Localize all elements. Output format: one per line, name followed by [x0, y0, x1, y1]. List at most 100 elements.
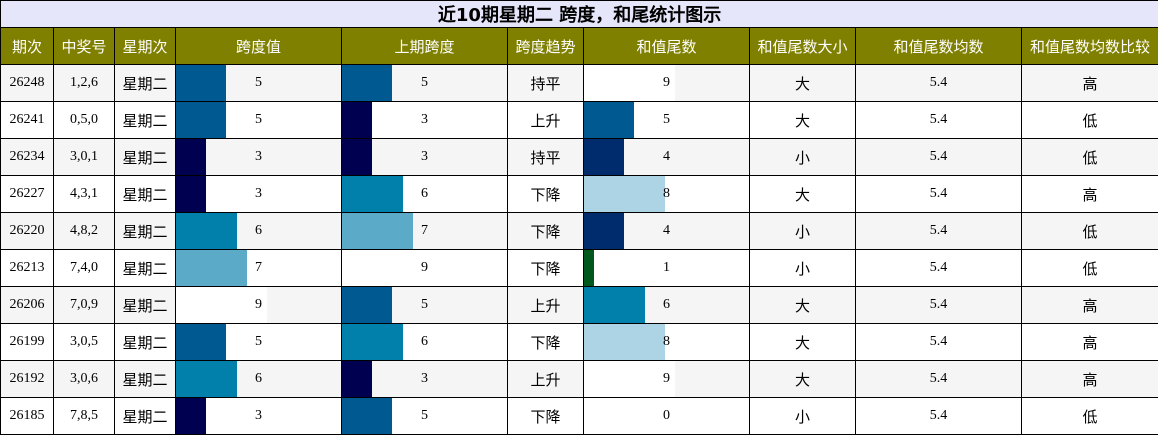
cell-period: 26248 — [0, 64, 54, 102]
tail-bar — [584, 176, 665, 212]
prev-span-bar — [342, 65, 393, 101]
span-bar — [176, 65, 227, 101]
header-tail-cmp: 和值尾数均数比较 — [1020, 27, 1158, 65]
cell-tail: 1 — [583, 249, 750, 287]
cell-tail-cmp: 高 — [1020, 360, 1158, 398]
cell-numbers: 1,2,6 — [53, 64, 115, 102]
cell-tail-size: 小 — [749, 397, 856, 435]
prev-span-bar — [342, 102, 373, 138]
cell-tail: 8 — [583, 323, 750, 361]
header-trend: 跨度趋势 — [507, 27, 584, 65]
span-value: 7 — [255, 260, 262, 275]
prev-span-value: 3 — [421, 112, 428, 127]
table-row: 26199 3,0,5 星期二 5 6 下降 8 大 5.4 高 — [0, 323, 1158, 361]
cell-weekday: 星期二 — [114, 175, 176, 213]
table-row: 26206 7,0,9 星期二 9 5 上升 6 大 5.4 高 — [0, 286, 1158, 324]
prev-span-value: 6 — [421, 334, 428, 349]
tail-value: 1 — [663, 260, 670, 275]
cell-trend: 下降 — [507, 397, 584, 435]
cell-prev-span: 3 — [341, 360, 508, 398]
cell-tail: 5 — [583, 101, 750, 139]
cell-trend: 上升 — [507, 286, 584, 324]
cell-tail-size: 大 — [749, 175, 856, 213]
table-row: 26248 1,2,6 星期二 5 5 持平 9 大 5.4 高 — [0, 64, 1158, 102]
cell-tail-avg: 5.4 — [855, 101, 1022, 139]
tail-bar — [584, 250, 595, 286]
prev-span-bar — [342, 324, 403, 360]
span-value: 5 — [255, 75, 262, 90]
cell-tail-size: 小 — [749, 138, 856, 176]
prev-span-bar — [342, 398, 393, 434]
cell-tail: 9 — [583, 360, 750, 398]
cell-tail-cmp: 高 — [1020, 323, 1158, 361]
header-tail-avg: 和值尾数均数 — [855, 27, 1022, 65]
span-bar — [176, 102, 227, 138]
cell-prev-span: 9 — [341, 249, 508, 287]
cell-trend: 下降 — [507, 323, 584, 361]
tail-value: 6 — [663, 297, 670, 312]
cell-trend: 持平 — [507, 138, 584, 176]
tail-bar — [584, 102, 635, 138]
cell-tail-size: 大 — [749, 323, 856, 361]
cell-span: 6 — [175, 360, 342, 398]
cell-numbers: 7,4,0 — [53, 249, 115, 287]
cell-span: 3 — [175, 138, 342, 176]
cell-tail: 6 — [583, 286, 750, 324]
cell-trend: 上升 — [507, 360, 584, 398]
cell-period: 26206 — [0, 286, 54, 324]
table-row: 26220 4,8,2 星期二 6 7 下降 4 小 5.4 低 — [0, 212, 1158, 250]
span-bar — [176, 324, 227, 360]
cell-trend: 持平 — [507, 64, 584, 102]
cell-tail-cmp: 低 — [1020, 212, 1158, 250]
prev-span-bar — [342, 176, 403, 212]
cell-numbers: 3,0,5 — [53, 323, 115, 361]
cell-numbers: 0,5,0 — [53, 101, 115, 139]
cell-tail-avg: 5.4 — [855, 138, 1022, 176]
cell-span: 5 — [175, 64, 342, 102]
cell-tail-avg: 5.4 — [855, 64, 1022, 102]
table-row: 26234 3,0,1 星期二 3 3 持平 4 小 5.4 低 — [0, 138, 1158, 176]
cell-tail-size: 大 — [749, 101, 856, 139]
cell-tail: 4 — [583, 138, 750, 176]
cell-span: 3 — [175, 397, 342, 435]
cell-prev-span: 6 — [341, 175, 508, 213]
cell-tail-cmp: 高 — [1020, 175, 1158, 213]
cell-tail-avg: 5.4 — [855, 175, 1022, 213]
tail-value: 8 — [663, 334, 670, 349]
span-bar — [176, 176, 207, 212]
cell-span: 5 — [175, 323, 342, 361]
cell-tail: 4 — [583, 212, 750, 250]
tail-value: 5 — [663, 112, 670, 127]
prev-span-value: 3 — [421, 371, 428, 386]
cell-tail-avg: 5.4 — [855, 286, 1022, 324]
cell-tail-size: 小 — [749, 249, 856, 287]
table-row: 26192 3,0,6 星期二 6 3 上升 9 大 5.4 高 — [0, 360, 1158, 398]
cell-tail-size: 大 — [749, 360, 856, 398]
prev-span-bar — [342, 139, 373, 175]
span-value: 5 — [255, 112, 262, 127]
tail-bar — [584, 213, 625, 249]
cell-tail-size: 大 — [749, 64, 856, 102]
cell-weekday: 星期二 — [114, 323, 176, 361]
prev-span-value: 7 — [421, 223, 428, 238]
tail-value: 8 — [663, 186, 670, 201]
cell-tail-cmp: 高 — [1020, 286, 1158, 324]
tail-value: 9 — [663, 371, 670, 386]
cell-period: 26220 — [0, 212, 54, 250]
span-value: 3 — [255, 408, 262, 423]
cell-weekday: 星期二 — [114, 360, 176, 398]
cell-tail-cmp: 低 — [1020, 101, 1158, 139]
header-weekday: 星期次 — [114, 27, 176, 65]
cell-tail: 9 — [583, 64, 750, 102]
tail-bar — [584, 139, 625, 175]
tail-value: 4 — [663, 149, 670, 164]
cell-weekday: 星期二 — [114, 101, 176, 139]
tail-bar — [584, 65, 675, 101]
cell-period: 26234 — [0, 138, 54, 176]
cell-period: 26227 — [0, 175, 54, 213]
span-bar — [176, 287, 267, 323]
span-value: 3 — [255, 186, 262, 201]
prev-span-value: 5 — [421, 408, 428, 423]
prev-span-value: 6 — [421, 186, 428, 201]
cell-numbers: 7,0,9 — [53, 286, 115, 324]
